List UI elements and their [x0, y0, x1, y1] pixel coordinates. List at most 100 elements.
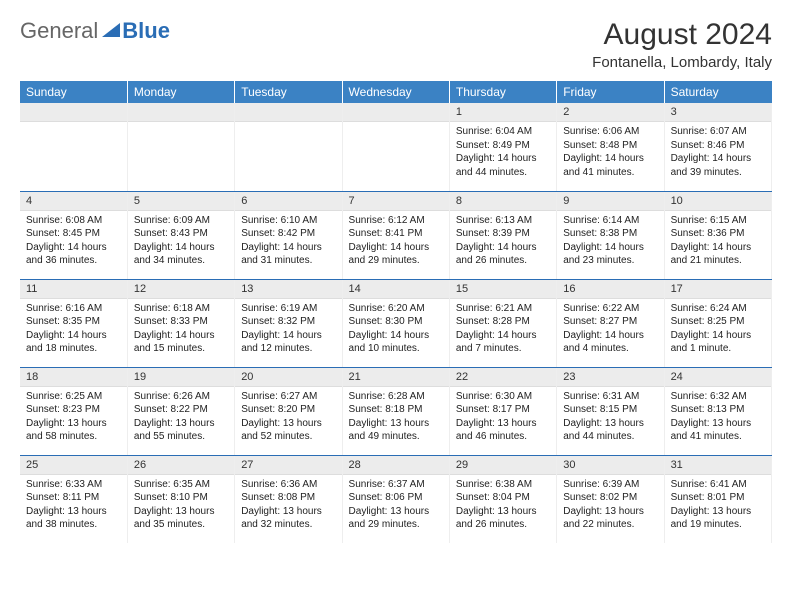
day-header: Sunday	[20, 81, 127, 103]
day-number: 5	[128, 192, 234, 211]
day-header: Monday	[127, 81, 234, 103]
calendar-day-cell: 3Sunrise: 6:07 AMSunset: 8:46 PMDaylight…	[664, 103, 771, 191]
calendar-week-row: 18Sunrise: 6:25 AMSunset: 8:23 PMDayligh…	[20, 367, 772, 455]
calendar-head: SundayMondayTuesdayWednesdayThursdayFrid…	[20, 81, 772, 103]
day-content: Sunrise: 6:32 AMSunset: 8:13 PMDaylight:…	[665, 387, 771, 448]
day-header: Friday	[557, 81, 664, 103]
calendar-day-cell: 8Sunrise: 6:13 AMSunset: 8:39 PMDaylight…	[449, 191, 556, 279]
day-number: 9	[557, 192, 663, 211]
header: General Blue August 2024 Fontanella, Lom…	[20, 18, 772, 71]
calendar-week-row: 25Sunrise: 6:33 AMSunset: 8:11 PMDayligh…	[20, 455, 772, 543]
calendar-day-cell: 5Sunrise: 6:09 AMSunset: 8:43 PMDaylight…	[127, 191, 234, 279]
day-content: Sunrise: 6:36 AMSunset: 8:08 PMDaylight:…	[235, 475, 341, 536]
day-number: 25	[20, 456, 127, 475]
day-content	[20, 122, 127, 129]
day-number: 3	[665, 103, 771, 122]
day-number: 13	[235, 280, 341, 299]
day-content: Sunrise: 6:25 AMSunset: 8:23 PMDaylight:…	[20, 387, 127, 448]
calendar-day-cell: 10Sunrise: 6:15 AMSunset: 8:36 PMDayligh…	[664, 191, 771, 279]
calendar-day-cell: 27Sunrise: 6:36 AMSunset: 8:08 PMDayligh…	[235, 455, 342, 543]
calendar-day-cell: 29Sunrise: 6:38 AMSunset: 8:04 PMDayligh…	[449, 455, 556, 543]
day-content: Sunrise: 6:27 AMSunset: 8:20 PMDaylight:…	[235, 387, 341, 448]
day-content: Sunrise: 6:18 AMSunset: 8:33 PMDaylight:…	[128, 299, 234, 360]
calendar-day-cell	[127, 103, 234, 191]
day-number	[235, 103, 341, 122]
calendar-day-cell: 21Sunrise: 6:28 AMSunset: 8:18 PMDayligh…	[342, 367, 449, 455]
day-content: Sunrise: 6:06 AMSunset: 8:48 PMDaylight:…	[557, 122, 663, 183]
calendar-day-cell: 7Sunrise: 6:12 AMSunset: 8:41 PMDaylight…	[342, 191, 449, 279]
day-content: Sunrise: 6:37 AMSunset: 8:06 PMDaylight:…	[343, 475, 449, 536]
day-header: Tuesday	[235, 81, 342, 103]
day-number: 30	[557, 456, 663, 475]
calendar-day-cell: 16Sunrise: 6:22 AMSunset: 8:27 PMDayligh…	[557, 279, 664, 367]
calendar-day-cell: 31Sunrise: 6:41 AMSunset: 8:01 PMDayligh…	[664, 455, 771, 543]
day-header: Thursday	[449, 81, 556, 103]
day-number	[343, 103, 449, 122]
calendar-day-cell: 4Sunrise: 6:08 AMSunset: 8:45 PMDaylight…	[20, 191, 127, 279]
day-number: 27	[235, 456, 341, 475]
calendar-day-cell: 13Sunrise: 6:19 AMSunset: 8:32 PMDayligh…	[235, 279, 342, 367]
calendar-week-row: 4Sunrise: 6:08 AMSunset: 8:45 PMDaylight…	[20, 191, 772, 279]
calendar-day-cell: 17Sunrise: 6:24 AMSunset: 8:25 PMDayligh…	[664, 279, 771, 367]
day-content: Sunrise: 6:21 AMSunset: 8:28 PMDaylight:…	[450, 299, 556, 360]
day-number: 26	[128, 456, 234, 475]
day-number: 10	[665, 192, 771, 211]
calendar-day-cell: 11Sunrise: 6:16 AMSunset: 8:35 PMDayligh…	[20, 279, 127, 367]
calendar-week-row: 11Sunrise: 6:16 AMSunset: 8:35 PMDayligh…	[20, 279, 772, 367]
calendar-day-cell	[342, 103, 449, 191]
day-number: 28	[343, 456, 449, 475]
calendar-day-cell: 24Sunrise: 6:32 AMSunset: 8:13 PMDayligh…	[664, 367, 771, 455]
day-number	[20, 103, 127, 122]
calendar-day-cell	[20, 103, 127, 191]
day-content: Sunrise: 6:07 AMSunset: 8:46 PMDaylight:…	[665, 122, 771, 183]
calendar-table: SundayMondayTuesdayWednesdayThursdayFrid…	[20, 81, 772, 543]
day-number: 1	[450, 103, 556, 122]
day-content: Sunrise: 6:35 AMSunset: 8:10 PMDaylight:…	[128, 475, 234, 536]
day-content: Sunrise: 6:13 AMSunset: 8:39 PMDaylight:…	[450, 211, 556, 272]
day-number: 16	[557, 280, 663, 299]
day-number: 19	[128, 368, 234, 387]
day-content	[128, 122, 234, 129]
day-content	[235, 122, 341, 129]
day-number: 31	[665, 456, 771, 475]
calendar-day-cell: 14Sunrise: 6:20 AMSunset: 8:30 PMDayligh…	[342, 279, 449, 367]
calendar-day-cell: 28Sunrise: 6:37 AMSunset: 8:06 PMDayligh…	[342, 455, 449, 543]
day-content: Sunrise: 6:10 AMSunset: 8:42 PMDaylight:…	[235, 211, 341, 272]
day-content: Sunrise: 6:41 AMSunset: 8:01 PMDaylight:…	[665, 475, 771, 536]
calendar-day-cell: 19Sunrise: 6:26 AMSunset: 8:22 PMDayligh…	[127, 367, 234, 455]
day-content: Sunrise: 6:09 AMSunset: 8:43 PMDaylight:…	[128, 211, 234, 272]
calendar-day-cell: 12Sunrise: 6:18 AMSunset: 8:33 PMDayligh…	[127, 279, 234, 367]
calendar-body: 1Sunrise: 6:04 AMSunset: 8:49 PMDaylight…	[20, 103, 772, 543]
calendar-day-cell: 15Sunrise: 6:21 AMSunset: 8:28 PMDayligh…	[449, 279, 556, 367]
location: Fontanella, Lombardy, Italy	[592, 54, 772, 71]
day-header-row: SundayMondayTuesdayWednesdayThursdayFrid…	[20, 81, 772, 103]
day-content: Sunrise: 6:19 AMSunset: 8:32 PMDaylight:…	[235, 299, 341, 360]
calendar-week-row: 1Sunrise: 6:04 AMSunset: 8:49 PMDaylight…	[20, 103, 772, 191]
day-number: 6	[235, 192, 341, 211]
day-content: Sunrise: 6:33 AMSunset: 8:11 PMDaylight:…	[20, 475, 127, 536]
day-header: Wednesday	[342, 81, 449, 103]
day-number: 2	[557, 103, 663, 122]
calendar-day-cell: 23Sunrise: 6:31 AMSunset: 8:15 PMDayligh…	[557, 367, 664, 455]
day-number: 17	[665, 280, 771, 299]
day-content: Sunrise: 6:24 AMSunset: 8:25 PMDaylight:…	[665, 299, 771, 360]
day-number: 18	[20, 368, 127, 387]
day-content: Sunrise: 6:30 AMSunset: 8:17 PMDaylight:…	[450, 387, 556, 448]
day-content: Sunrise: 6:39 AMSunset: 8:02 PMDaylight:…	[557, 475, 663, 536]
day-content: Sunrise: 6:12 AMSunset: 8:41 PMDaylight:…	[343, 211, 449, 272]
day-number: 15	[450, 280, 556, 299]
calendar-day-cell: 1Sunrise: 6:04 AMSunset: 8:49 PMDaylight…	[449, 103, 556, 191]
day-number: 12	[128, 280, 234, 299]
day-number: 23	[557, 368, 663, 387]
day-number: 24	[665, 368, 771, 387]
day-number: 22	[450, 368, 556, 387]
day-content: Sunrise: 6:26 AMSunset: 8:22 PMDaylight:…	[128, 387, 234, 448]
calendar-day-cell: 26Sunrise: 6:35 AMSunset: 8:10 PMDayligh…	[127, 455, 234, 543]
title-block: August 2024 Fontanella, Lombardy, Italy	[592, 18, 772, 71]
day-content: Sunrise: 6:08 AMSunset: 8:45 PMDaylight:…	[20, 211, 127, 272]
day-content	[343, 122, 449, 129]
day-header: Saturday	[664, 81, 771, 103]
day-number	[128, 103, 234, 122]
day-content: Sunrise: 6:20 AMSunset: 8:30 PMDaylight:…	[343, 299, 449, 360]
day-number: 20	[235, 368, 341, 387]
